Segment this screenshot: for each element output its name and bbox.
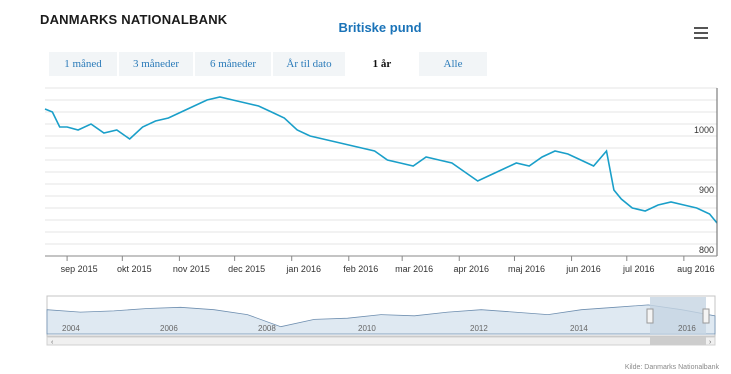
y-tick-label: 800: [699, 245, 714, 255]
x-tick-label: aug 2016: [677, 264, 715, 274]
navigator-tick-label: 2014: [570, 324, 588, 333]
navigator-tick-label: 2008: [258, 324, 276, 333]
x-tick-label: okt 2015: [117, 264, 152, 274]
tab-alle[interactable]: Alle: [419, 52, 487, 76]
navigator-window[interactable]: [650, 297, 706, 335]
navigator-tick-label: 2016: [678, 324, 696, 333]
navigator-tick-label: 2004: [62, 324, 80, 333]
x-tick-label: mar 2016: [395, 264, 433, 274]
tab-3-maaneder[interactable]: 3 måneder: [119, 52, 193, 76]
navigator-handle-left[interactable]: [646, 308, 654, 324]
scroll-right-icon[interactable]: ›: [709, 339, 712, 346]
x-tick-label: dec 2015: [228, 264, 265, 274]
tab-6-maaneder[interactable]: 6 måneder: [195, 52, 271, 76]
source-credit: Kilde: Danmarks Nationalbank: [624, 364, 719, 371]
x-tick-label: jun 2016: [565, 264, 601, 274]
logo-text: DANMARKS NATIONALBANK: [40, 12, 228, 27]
x-tick-label: jul 2016: [622, 264, 655, 274]
navigator-tick-label: 2010: [358, 324, 376, 333]
chart-title: Britiske pund: [338, 20, 422, 35]
tab-aar-til-dato[interactable]: År til dato: [273, 52, 345, 76]
y-tick-label: 1000: [694, 125, 714, 135]
range-selector: 1 måned 3 måneder 6 måneder År til dato …: [49, 52, 489, 78]
x-tick-label: apr 2016: [453, 264, 489, 274]
y-tick-label: 900: [699, 185, 714, 195]
scrollbar-thumb[interactable]: [650, 337, 706, 345]
hamburger-icon[interactable]: [694, 27, 708, 39]
scroll-left-icon[interactable]: ‹: [51, 339, 54, 346]
navigator-tick-label: 2006: [160, 324, 178, 333]
tab-1-maaned[interactable]: 1 måned: [49, 52, 117, 76]
x-tick-label: jan 2016: [285, 264, 321, 274]
x-tick-label: sep 2015: [61, 264, 98, 274]
tab-1-aar[interactable]: 1 år: [347, 52, 417, 76]
navigator-handle-right[interactable]: [702, 308, 710, 324]
x-tick-label: nov 2015: [173, 264, 210, 274]
scrollbar-track[interactable]: [46, 336, 716, 346]
series-line-gbp: [44, 96, 718, 224]
navigator-tick-label: 2012: [470, 324, 488, 333]
x-tick-label: maj 2016: [508, 264, 545, 274]
x-tick-label: feb 2016: [343, 264, 378, 274]
